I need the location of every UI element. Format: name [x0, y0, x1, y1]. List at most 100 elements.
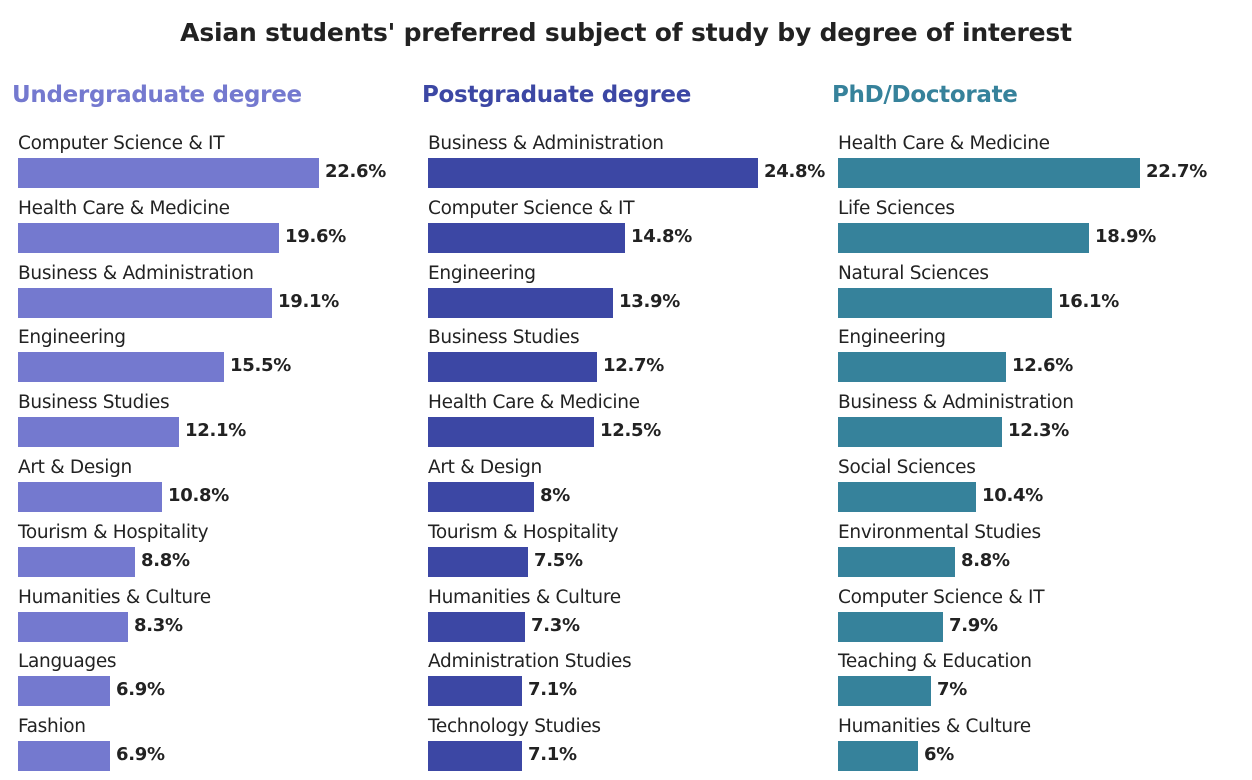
- phd-value-label: 18.9%: [1095, 225, 1156, 247]
- undergraduate-value-label: 22.6%: [325, 161, 386, 182]
- postgraduate-row: Computer Science & IT 14.8%: [428, 198, 828, 262]
- undergraduate-row: Computer Science & IT 22.6%: [18, 133, 418, 197]
- undergraduate-row: Tourism & Hospitality 8.8%: [18, 522, 418, 586]
- phd-panel-title: PhD/Doctorate: [832, 82, 1018, 108]
- phd-bar: [838, 158, 1140, 188]
- phd-value-label: 12.6%: [1012, 355, 1073, 377]
- undergraduate-bar: [18, 676, 110, 707]
- postgraduate-bar: [428, 158, 758, 188]
- phd-category-label: Social Sciences: [838, 457, 976, 478]
- phd-row: Health Care & Medicine 22.7%: [838, 133, 1238, 197]
- undergraduate-value-label: 15.5%: [230, 355, 291, 377]
- phd-bar: [838, 352, 1006, 383]
- undergraduate-category-label: Engineering: [18, 327, 126, 349]
- postgraduate-category-label: Technology Studies: [428, 716, 601, 738]
- postgraduate-row: Technology Studies 7.1%: [428, 716, 828, 780]
- postgraduate-row: Art & Design 8%: [428, 457, 828, 521]
- phd-row: Business & Administration 12.3%: [838, 392, 1238, 456]
- postgraduate-category-label: Humanities & Culture: [428, 586, 621, 608]
- undergraduate-value-label: 8.8%: [141, 549, 190, 571]
- phd-category-label: Humanities & Culture: [838, 716, 1031, 738]
- postgraduate-value-label: 13.9%: [619, 290, 680, 312]
- phd-bar: [838, 741, 918, 772]
- postgraduate-category-label: Business & Administration: [428, 133, 664, 154]
- undergraduate-value-label: 6.9%: [116, 679, 165, 701]
- phd-row: Teaching & Education 7%: [838, 651, 1238, 715]
- postgraduate-row: Engineering 13.9%: [428, 263, 828, 327]
- postgraduate-value-label: 7.5%: [534, 549, 583, 571]
- undergraduate-value-label: 12.1%: [185, 420, 246, 442]
- postgraduate-category-label: Engineering: [428, 262, 536, 284]
- postgraduate-value-label: 12.7%: [603, 355, 664, 377]
- postgraduate-bar: [428, 611, 525, 642]
- phd-panel: PhD/Doctorate Health Care & Medicine 22.7…: [832, 0, 1242, 780]
- phd-category-label: Computer Science & IT: [838, 586, 1045, 608]
- undergraduate-row: Business & Administration 19.1%: [18, 263, 418, 327]
- undergraduate-row: Engineering 15.5%: [18, 327, 418, 391]
- undergraduate-value-label: 19.1%: [278, 290, 339, 312]
- postgraduate-bar: [428, 352, 597, 383]
- postgraduate-category-label: Tourism & Hospitality: [428, 521, 619, 543]
- phd-row: Social Sciences 10.4%: [838, 457, 1238, 521]
- postgraduate-row: Health Care & Medicine 12.5%: [428, 392, 828, 456]
- phd-category-label: Business & Administration: [838, 392, 1074, 414]
- postgraduate-bar: [428, 676, 522, 707]
- postgraduate-value-label: 7.3%: [531, 614, 580, 636]
- undergraduate-category-label: Tourism & Hospitality: [18, 521, 209, 543]
- undergraduate-panel: Undergraduate degree Computer Science & …: [12, 0, 422, 780]
- postgraduate-bar: [428, 482, 534, 512]
- undergraduate-bar: [18, 482, 162, 512]
- phd-value-label: 7%: [937, 679, 967, 701]
- postgraduate-value-label: 12.5%: [600, 420, 661, 442]
- phd-value-label: 22.7%: [1146, 161, 1207, 182]
- phd-category-label: Life Sciences: [838, 197, 955, 219]
- postgraduate-bar: [428, 222, 625, 253]
- chart-title: Asian students' preferred subject of stu…: [180, 18, 1072, 47]
- postgraduate-bar: [428, 741, 522, 772]
- undergraduate-category-label: Health Care & Medicine: [18, 197, 230, 219]
- undergraduate-category-label: Fashion: [18, 716, 86, 738]
- postgraduate-bar: [428, 546, 528, 577]
- postgraduate-panel: Postgraduate degree Business & Administr…: [422, 0, 832, 780]
- undergraduate-category-label: Business & Administration: [18, 262, 254, 284]
- undergraduate-bar: [18, 741, 110, 772]
- undergraduate-bar: [18, 352, 224, 383]
- undergraduate-bar: [18, 417, 179, 448]
- postgraduate-category-label: Health Care & Medicine: [428, 392, 640, 414]
- phd-value-label: 8.8%: [961, 549, 1010, 571]
- postgraduate-bar: [428, 417, 594, 448]
- undergraduate-bar: [18, 287, 272, 318]
- phd-value-label: 6%: [924, 744, 954, 766]
- postgraduate-row: Administration Studies 7.1%: [428, 651, 828, 715]
- undergraduate-row: Health Care & Medicine 19.6%: [18, 198, 418, 262]
- undergraduate-category-label: Art & Design: [18, 457, 132, 478]
- undergraduate-value-label: 10.8%: [168, 485, 229, 506]
- phd-value-label: 10.4%: [982, 485, 1043, 506]
- postgraduate-value-label: 8%: [540, 485, 570, 506]
- phd-value-label: 7.9%: [949, 614, 998, 636]
- phd-value-label: 12.3%: [1008, 420, 1069, 442]
- phd-bar: [838, 287, 1052, 318]
- phd-row: Engineering 12.6%: [838, 327, 1238, 391]
- undergraduate-category-label: Humanities & Culture: [18, 586, 211, 608]
- undergraduate-category-label: Business Studies: [18, 392, 170, 414]
- postgraduate-value-label: 7.1%: [528, 679, 577, 701]
- postgraduate-category-label: Art & Design: [428, 457, 542, 478]
- phd-bar: [838, 676, 931, 707]
- undergraduate-row: Art & Design 10.8%: [18, 457, 418, 521]
- phd-bar: [838, 417, 1002, 448]
- undergraduate-bar: [18, 546, 135, 577]
- phd-category-label: Natural Sciences: [838, 262, 989, 284]
- phd-row: Life Sciences 18.9%: [838, 198, 1238, 262]
- phd-bar: [838, 546, 955, 577]
- undergraduate-category-label: Languages: [18, 651, 117, 673]
- undergraduate-row: Fashion 6.9%: [18, 716, 418, 780]
- postgraduate-panel-title: Postgraduate degree: [422, 82, 691, 108]
- undergraduate-panel-title: Undergraduate degree: [12, 82, 302, 108]
- undergraduate-bar: [18, 222, 279, 253]
- postgraduate-bar: [428, 287, 613, 318]
- undergraduate-bar: [18, 158, 319, 188]
- undergraduate-value-label: 6.9%: [116, 744, 165, 766]
- undergraduate-category-label: Computer Science & IT: [18, 133, 225, 154]
- undergraduate-row: Languages 6.9%: [18, 651, 418, 715]
